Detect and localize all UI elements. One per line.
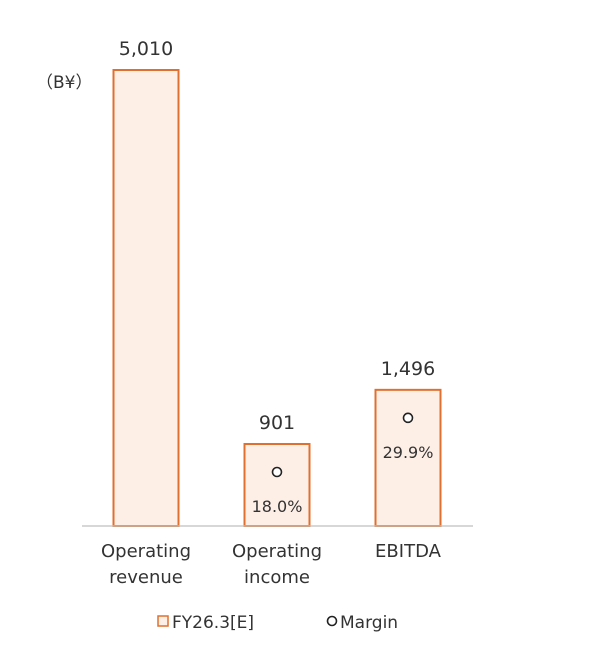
- legend-margin-label: Margin: [340, 613, 398, 633]
- legend-bar-swatch: [157, 615, 169, 627]
- category-label: Operating: [101, 541, 191, 562]
- bar: [243, 442, 311, 528]
- labels-layer: 5,010 Operating revenue 901 18.0% Operating in…: [101, 38, 442, 588]
- margin-marker: [271, 466, 283, 478]
- margin-marker: [402, 412, 414, 424]
- bars-layer: [112, 69, 442, 528]
- bar-value-label: 5,010: [119, 38, 173, 60]
- margin-value-label: 18.0%: [252, 497, 303, 516]
- category-label: EBITDA: [375, 541, 442, 562]
- margin-value-label: 29.9%: [383, 443, 434, 462]
- bar: [112, 69, 180, 527]
- category-label: revenue: [109, 567, 183, 588]
- bar-value-label: 901: [259, 412, 295, 434]
- category-label: Operating: [232, 541, 322, 562]
- legend: FY26.3[E] Margin: [157, 613, 398, 633]
- category-label: income: [244, 567, 310, 588]
- legend-margin-swatch: [326, 615, 338, 627]
- bar-value-label: 1,496: [381, 358, 435, 380]
- legend-bar-label: FY26.3[E]: [172, 613, 254, 633]
- unit-label: （B¥）: [36, 73, 92, 93]
